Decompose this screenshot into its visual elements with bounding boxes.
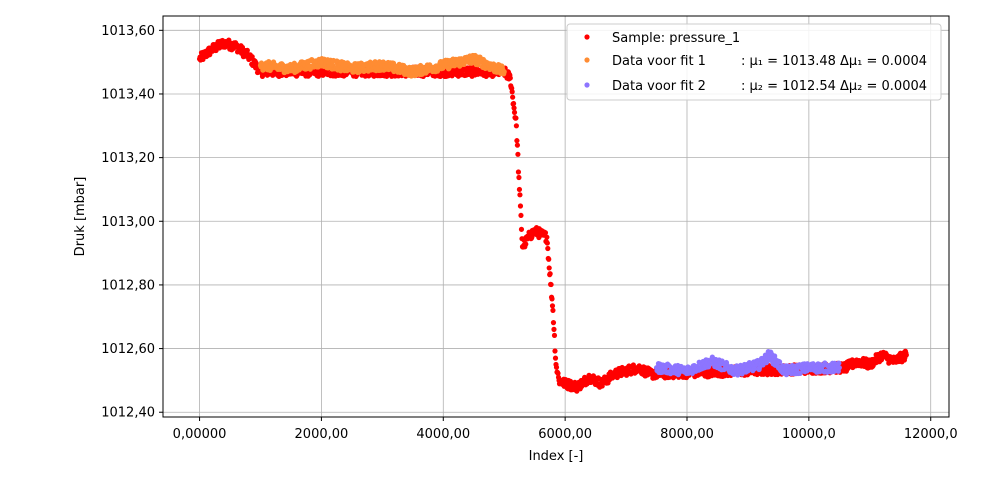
data-point bbox=[550, 307, 556, 313]
legend-entry-delta: Δμ₁ = 0.0004 bbox=[840, 54, 927, 69]
y-axis-label: Druk [mbar] bbox=[73, 177, 88, 257]
data-point bbox=[509, 89, 515, 95]
data-point bbox=[244, 47, 250, 53]
legend-box bbox=[566, 23, 942, 101]
data-point bbox=[546, 265, 552, 271]
y-tick-label: 1012,60 bbox=[101, 342, 155, 357]
legend-marker bbox=[584, 57, 590, 63]
data-point bbox=[551, 332, 558, 339]
data-point bbox=[501, 69, 507, 75]
data-point bbox=[518, 226, 525, 232]
legend-entry-label: Data voor fit 1 bbox=[612, 54, 706, 69]
data-point bbox=[579, 383, 585, 389]
data-point bbox=[513, 123, 519, 129]
x-tick-label: 2000,00 bbox=[295, 427, 349, 442]
y-tick-label: 1012,80 bbox=[101, 278, 155, 293]
data-point bbox=[507, 75, 513, 81]
data-point bbox=[511, 105, 517, 111]
legend-entry-mu: : μ₁ = 1013.48 bbox=[741, 54, 836, 69]
data-point bbox=[513, 115, 519, 121]
data-point bbox=[549, 296, 555, 302]
y-tick-label: 1012,40 bbox=[101, 406, 155, 421]
data-point bbox=[739, 371, 745, 377]
legend-marker bbox=[584, 82, 590, 88]
x-tick-label: 6000,00 bbox=[538, 427, 592, 442]
data-point bbox=[253, 60, 259, 66]
x-tick-label: 10000,0 bbox=[782, 427, 836, 442]
y-tick-label: 1013,40 bbox=[101, 87, 155, 102]
legend-entry-mu: : μ₂ = 1012.54 bbox=[741, 79, 836, 94]
legend: Sample: pressure_1 Data voor fit 1 : μ₁ = … bbox=[566, 23, 942, 101]
data-point bbox=[547, 271, 553, 277]
data-point bbox=[836, 360, 842, 366]
x-tick-label: 4000,00 bbox=[416, 427, 470, 442]
series-1-points bbox=[257, 52, 507, 79]
data-point bbox=[549, 303, 556, 309]
data-point bbox=[515, 169, 522, 175]
plot-frame bbox=[162, 15, 950, 418]
data-point bbox=[390, 60, 397, 66]
data-point bbox=[523, 241, 529, 247]
x-tick-label: 8000,00 bbox=[660, 427, 714, 442]
data-point bbox=[544, 234, 550, 240]
data-point bbox=[903, 352, 909, 358]
data-points bbox=[196, 37, 909, 394]
data-point bbox=[432, 73, 438, 79]
data-point bbox=[516, 186, 523, 193]
data-point bbox=[553, 364, 560, 370]
data-point bbox=[776, 359, 783, 365]
data-point bbox=[552, 348, 558, 354]
data-point bbox=[548, 281, 554, 288]
data-point bbox=[517, 203, 524, 209]
data-point bbox=[551, 326, 557, 332]
data-point bbox=[517, 192, 523, 198]
ticks: 0,00000 2000,00 4000,00 6000,00 8000,00 10000… bbox=[101, 24, 957, 442]
legend-entry-label: Data voor fit 2 bbox=[612, 79, 706, 94]
data-point bbox=[745, 368, 751, 374]
data-point bbox=[552, 355, 559, 361]
data-point bbox=[510, 100, 517, 107]
data-point bbox=[836, 365, 842, 371]
series-2-points bbox=[653, 349, 842, 378]
data-point bbox=[544, 240, 550, 246]
data-point bbox=[797, 370, 803, 377]
y-tick-label: 1013,00 bbox=[101, 215, 155, 230]
data-point bbox=[515, 151, 521, 157]
data-point bbox=[545, 245, 551, 252]
data-point bbox=[542, 230, 549, 236]
data-point bbox=[516, 174, 522, 181]
data-point bbox=[555, 370, 561, 376]
x-axis-label: Index [-] bbox=[529, 449, 584, 464]
data-point bbox=[546, 256, 552, 262]
data-point bbox=[510, 94, 516, 100]
legend-marker bbox=[584, 34, 590, 40]
y-tick-label: 1013,20 bbox=[101, 151, 155, 166]
legend-entry-label: Sample: pressure_1 bbox=[612, 31, 740, 46]
y-tick-label: 1013,60 bbox=[101, 24, 155, 39]
legend-entry-delta: Δμ₂ = 0.0004 bbox=[840, 79, 927, 94]
data-point bbox=[511, 109, 518, 116]
data-point bbox=[518, 212, 524, 219]
x-tick-label: 0,00000 bbox=[173, 427, 227, 442]
data-point bbox=[514, 138, 520, 144]
data-point bbox=[550, 320, 557, 326]
x-tick-label: 12000,0 bbox=[904, 427, 958, 442]
data-point bbox=[514, 142, 521, 148]
